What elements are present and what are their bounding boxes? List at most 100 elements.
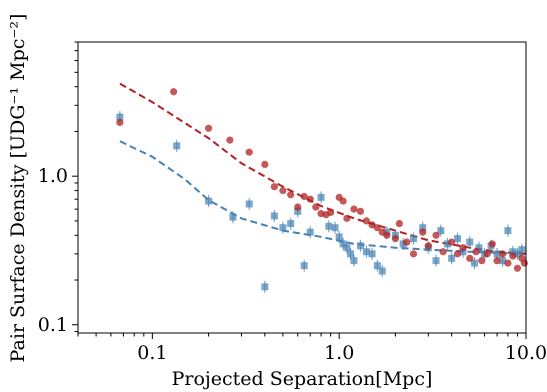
data-point-series-1 [466, 238, 474, 246]
fit-curves [119, 82, 527, 255]
plot-area [78, 42, 526, 333]
data-point-series-1 [347, 250, 355, 258]
data-point-series-1 [261, 283, 269, 291]
data-point-series-1 [419, 224, 427, 232]
data-point-series-2 [478, 257, 486, 265]
data-point-series-1 [368, 250, 376, 258]
data-point-series-2 [493, 257, 501, 265]
data-point-series-2 [395, 219, 403, 228]
data-point-series-1 [509, 248, 517, 256]
data-point-series-1 [459, 248, 467, 256]
data-point-series-2 [499, 250, 507, 258]
data-point-series-1 [339, 240, 347, 248]
data-point-series-1 [432, 257, 440, 265]
data-point-series-1 [270, 212, 278, 220]
data-point-series-1 [294, 207, 302, 215]
data-point-series-2 [520, 259, 528, 267]
data-point-series-2 [403, 238, 411, 246]
data-point-series-2 [204, 124, 213, 132]
data-point-series-2 [504, 259, 512, 267]
y-axis-ticks: 0.1 1.0 [38, 41, 78, 336]
data-point-series-2 [356, 207, 365, 215]
data-point-series-1 [373, 262, 381, 270]
x-axis-ticks: 0.1 1.0 10.0 [77, 333, 547, 364]
fit-curve-1 [119, 140, 527, 255]
data-point-series-1 [300, 262, 308, 270]
data-point-series-2 [409, 250, 418, 258]
data-point-series-2 [432, 231, 440, 239]
data-point-series-2 [466, 254, 474, 262]
data-point-series-1 [475, 244, 483, 252]
data-point-series-1 [331, 224, 339, 232]
data-points [116, 88, 528, 293]
data-point-series-2 [448, 238, 456, 246]
x-tick-label: 1.0 [324, 342, 354, 364]
data-point-series-2 [453, 250, 462, 258]
data-point-series-1 [362, 248, 370, 256]
data-point-series-1 [378, 267, 386, 275]
data-point-series-1 [335, 233, 343, 241]
data-point-series-2 [513, 264, 522, 272]
data-point-series-1 [229, 213, 237, 221]
x-axis-label: Projected Separation[Mpc] [172, 368, 433, 390]
data-point-series-1 [493, 250, 501, 258]
data-point-series-2 [226, 136, 234, 144]
data-point-series-2 [488, 240, 496, 248]
plot-frame [77, 41, 527, 334]
data-point-series-1 [287, 220, 295, 228]
data-point-series-1 [205, 197, 213, 205]
data-point-series-1 [437, 227, 445, 235]
data-point-series-1 [443, 240, 451, 248]
data-point-series-2 [362, 217, 371, 225]
data-point-series-1 [245, 200, 253, 208]
data-point-series-2 [509, 252, 517, 260]
data-point-series-1 [343, 244, 351, 252]
data-point-series-2 [472, 248, 480, 256]
data-point-series-2 [373, 224, 381, 232]
data-point-series-1 [356, 242, 364, 250]
data-point-series-2 [439, 248, 447, 256]
data-point-series-2 [116, 118, 124, 127]
data-point-series-1 [518, 246, 526, 254]
data-point-series-1 [513, 250, 521, 258]
data-point-series-1 [317, 193, 325, 201]
data-point-series-2 [383, 231, 391, 239]
data-point-series-1 [399, 240, 407, 248]
data-point-series-2 [300, 192, 308, 201]
data-point-series-1 [306, 228, 314, 236]
data-point-series-2 [424, 242, 432, 250]
y-tick-label: 1.0 [38, 165, 68, 187]
data-point-series-1 [448, 254, 456, 262]
data-point-series-2 [327, 208, 335, 217]
data-point-series-2 [350, 205, 358, 213]
data-point-series-1 [173, 142, 181, 150]
data-point-series-1 [504, 227, 512, 235]
data-point-series-2 [270, 183, 278, 191]
data-point-series-1 [454, 235, 462, 243]
data-point-series-2 [294, 203, 302, 211]
data-point-series-1 [499, 257, 507, 265]
data-point-series-2 [279, 186, 287, 195]
data-point-series-1 [279, 224, 287, 232]
data-point-series-2 [261, 160, 269, 169]
y-tick-label: 0.1 [38, 314, 68, 336]
fit-curve-2 [119, 82, 527, 255]
data-point-series-2 [459, 244, 467, 252]
data-point-series-2 [306, 195, 314, 203]
data-point-series-1 [350, 257, 358, 265]
data-point-series-2 [391, 235, 400, 243]
x-tick-label: 0.1 [137, 342, 167, 364]
data-point-series-1 [470, 259, 478, 267]
data-point-series-2 [170, 88, 178, 96]
y-axis-label: Pair Surface Density [UDG⁻¹ Mpc⁻²] [7, 14, 29, 363]
data-point-series-2 [483, 250, 491, 258]
data-point-series-2 [419, 228, 427, 236]
x-tick-label: 10.0 [505, 342, 547, 364]
data-point-series-2 [339, 197, 347, 205]
data-point-series-1 [116, 113, 124, 121]
data-point-series-1 [410, 235, 418, 243]
data-point-series-1 [325, 222, 333, 230]
data-point-series-2 [287, 191, 295, 199]
data-point-series-2 [245, 148, 253, 156]
